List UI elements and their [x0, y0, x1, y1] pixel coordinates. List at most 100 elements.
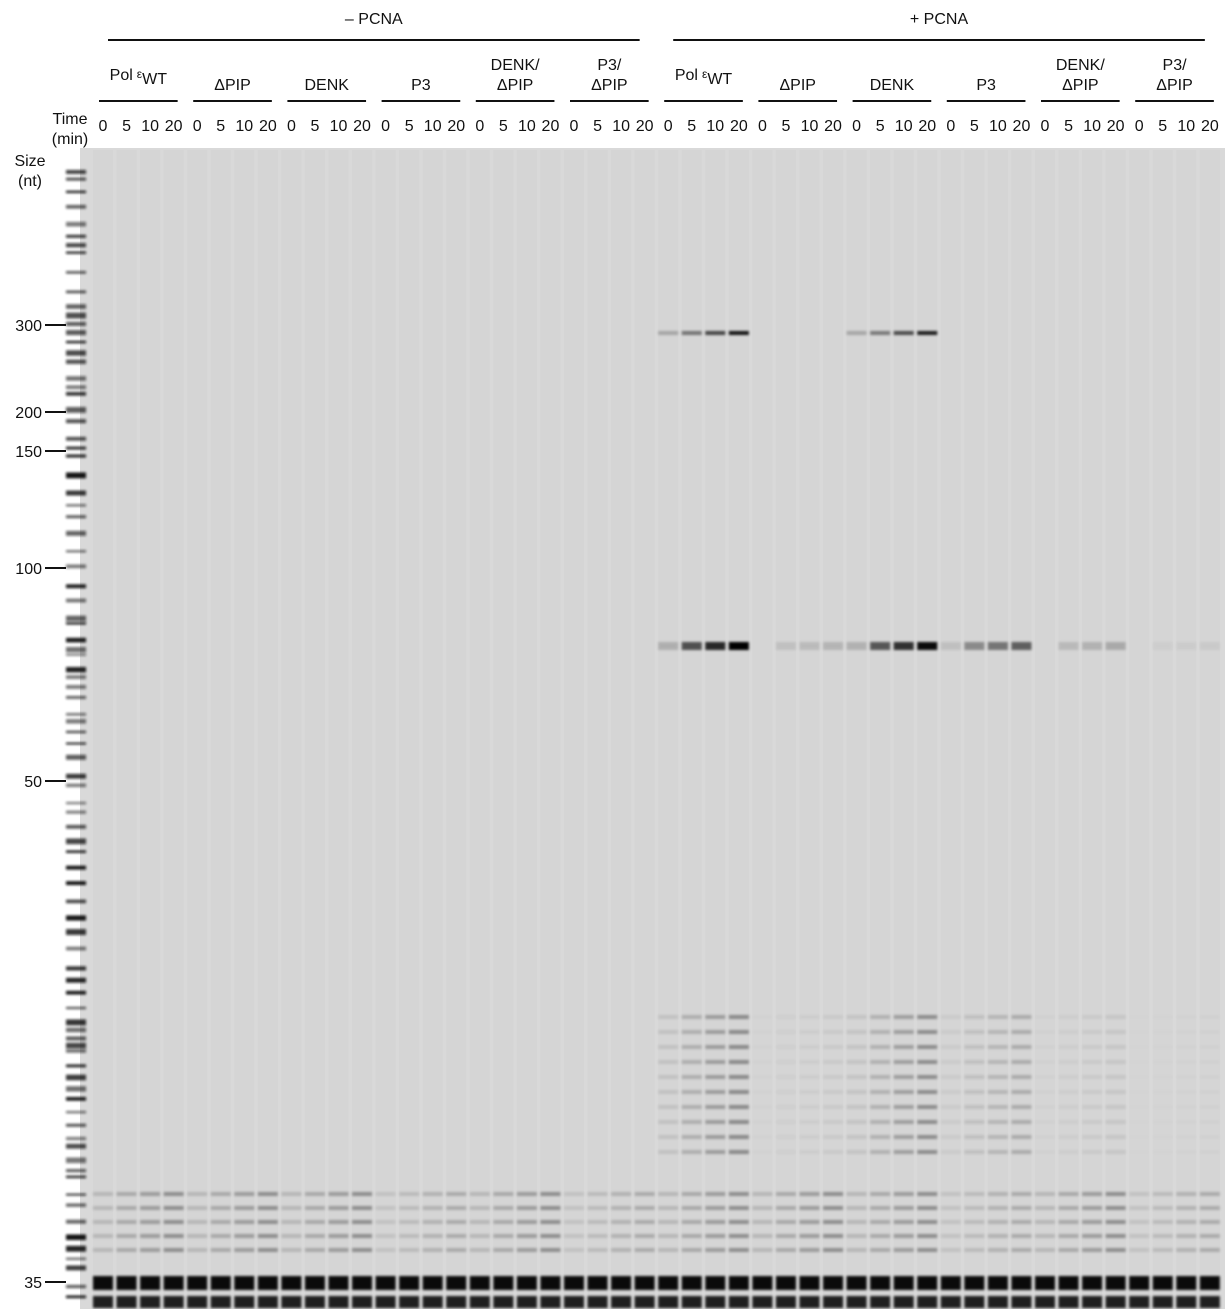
- band: [234, 1296, 255, 1308]
- band: [705, 1015, 726, 1019]
- band: [304, 1296, 325, 1308]
- band: [870, 1030, 891, 1034]
- band: [752, 1296, 773, 1308]
- band: [705, 1248, 726, 1252]
- band: [1011, 1090, 1032, 1094]
- band: [823, 1150, 844, 1154]
- band: [1105, 1150, 1126, 1154]
- band: [752, 1120, 772, 1124]
- band: [281, 1206, 302, 1210]
- lane: [328, 150, 349, 1309]
- band: [1082, 1105, 1103, 1109]
- band: [728, 1135, 749, 1139]
- band: [681, 1206, 702, 1210]
- lane: [140, 150, 161, 1309]
- band: [469, 1192, 490, 1196]
- band: [493, 1234, 514, 1238]
- band: [940, 1030, 961, 1034]
- band: [917, 1105, 938, 1109]
- ladder-band: [66, 1257, 86, 1260]
- time-label: 5: [310, 118, 319, 135]
- band: [1058, 1220, 1079, 1224]
- ladder-band: [66, 376, 86, 381]
- lane: [163, 150, 184, 1309]
- band: [304, 1234, 325, 1238]
- band: [705, 1234, 726, 1238]
- band: [752, 1060, 772, 1064]
- band: [775, 642, 796, 650]
- lane: [257, 150, 278, 1309]
- band: [681, 1015, 702, 1019]
- band: [1105, 1220, 1126, 1224]
- lane: [116, 150, 137, 1309]
- band: [681, 1045, 702, 1049]
- lane: [1011, 150, 1032, 1309]
- band: [1035, 1045, 1055, 1049]
- band: [1105, 1090, 1126, 1094]
- band: [681, 1030, 702, 1034]
- band: [587, 1206, 608, 1210]
- band: [705, 1120, 726, 1124]
- band: [846, 1220, 867, 1224]
- ladder-band: [66, 1245, 86, 1252]
- lane: [375, 150, 396, 1309]
- band: [893, 1060, 914, 1064]
- lane: [399, 150, 420, 1309]
- band: [728, 331, 749, 335]
- band: [870, 1192, 891, 1196]
- ladder-band: [66, 622, 86, 625]
- band: [163, 1296, 184, 1308]
- construct-label-main: Pol: [110, 67, 133, 84]
- ladder-band: [66, 838, 86, 845]
- band: [1059, 1030, 1079, 1034]
- ladder-band: [66, 271, 86, 274]
- band: [187, 1220, 208, 1224]
- band: [1152, 1192, 1173, 1196]
- band: [634, 1192, 655, 1196]
- band: [800, 1060, 820, 1064]
- band: [917, 1220, 938, 1224]
- band: [846, 1105, 867, 1109]
- band: [964, 1015, 985, 1019]
- band: [1059, 1135, 1079, 1139]
- band: [658, 1105, 679, 1109]
- band: [1153, 1060, 1173, 1064]
- band: [1129, 1135, 1149, 1139]
- band: [846, 1206, 867, 1210]
- band: [234, 1276, 255, 1290]
- band: [1176, 1060, 1196, 1064]
- band: [257, 1192, 278, 1196]
- band: [1011, 642, 1032, 650]
- ladder-band: [66, 391, 86, 396]
- band: [187, 1206, 208, 1210]
- time-label: 0: [1135, 118, 1144, 135]
- band: [1011, 1248, 1032, 1252]
- ladder-band: [66, 1049, 86, 1053]
- band: [516, 1248, 537, 1252]
- band: [658, 1120, 679, 1124]
- band: [1059, 1015, 1079, 1019]
- band: [775, 1220, 796, 1224]
- band: [1011, 1220, 1032, 1224]
- band: [917, 1090, 938, 1094]
- band: [893, 1192, 914, 1196]
- band: [705, 1206, 726, 1210]
- band: [1105, 642, 1126, 650]
- band: [328, 1220, 349, 1224]
- band: [1058, 1296, 1079, 1308]
- band: [987, 1192, 1008, 1196]
- construct-label: ΔPIP: [591, 77, 627, 94]
- band: [516, 1192, 537, 1196]
- band: [940, 1192, 961, 1196]
- lane: [93, 150, 113, 1309]
- lane: [893, 150, 914, 1309]
- band: [752, 1276, 773, 1290]
- band: [800, 1150, 820, 1154]
- band: [257, 1248, 278, 1252]
- ladder-band: [66, 407, 86, 413]
- band: [964, 1248, 985, 1252]
- construct-label-sup: ε: [702, 67, 708, 81]
- band: [940, 1296, 961, 1308]
- lane: [917, 150, 938, 1309]
- band: [1105, 1030, 1126, 1034]
